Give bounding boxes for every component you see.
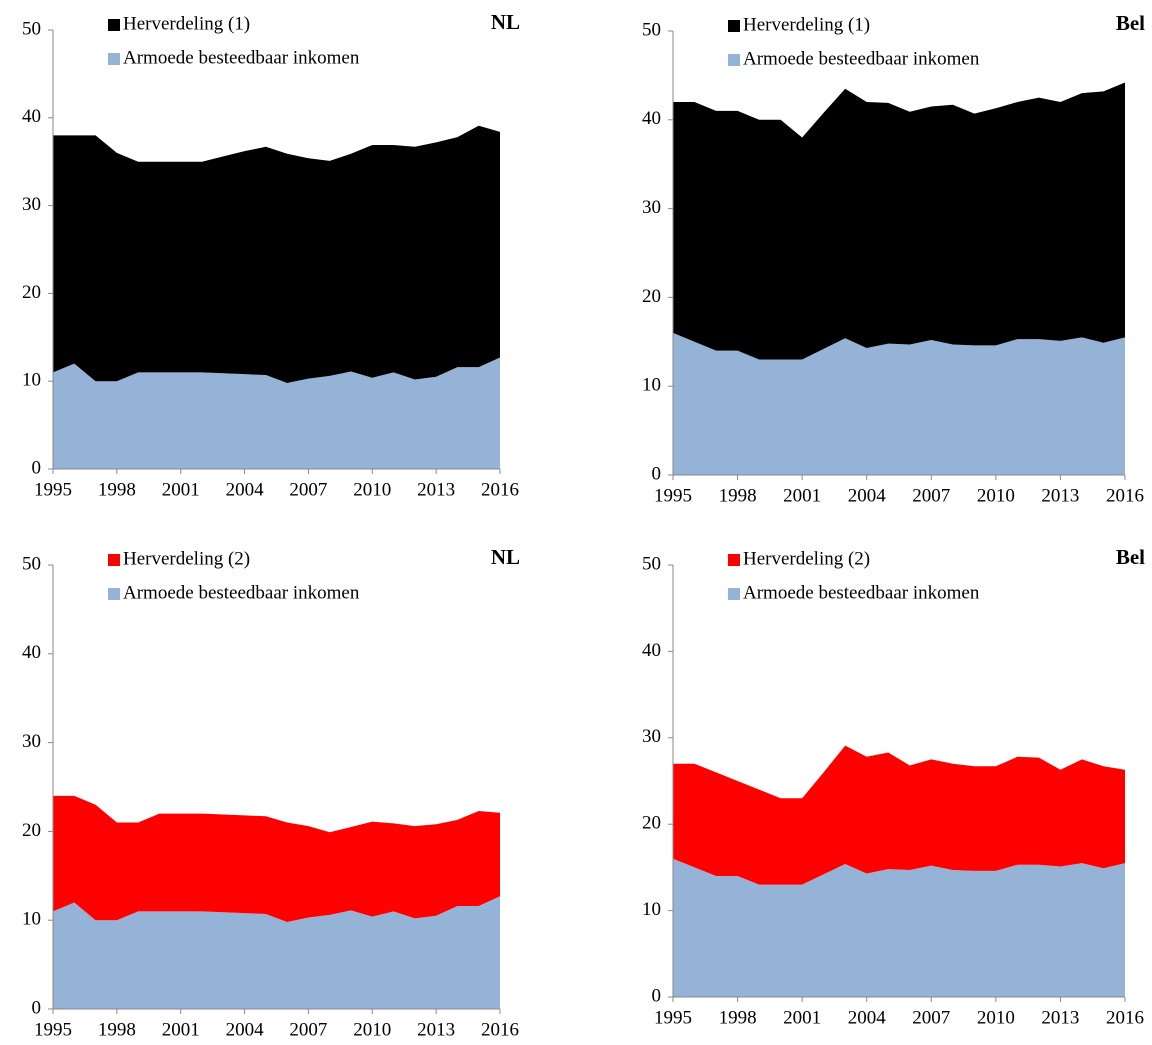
x-tick-label: 1995 bbox=[34, 1019, 72, 1040]
y-tick-label: 0 bbox=[32, 997, 42, 1018]
x-tick-label: 2007 bbox=[289, 1019, 327, 1040]
y-tick-label: 50 bbox=[642, 553, 661, 574]
chart-title: NL bbox=[491, 545, 520, 569]
x-tick-label: 2010 bbox=[353, 479, 391, 500]
y-tick-label: 50 bbox=[22, 553, 41, 574]
x-tick-label: 2004 bbox=[848, 485, 887, 506]
area bbox=[673, 82, 1125, 360]
legend-label: Herverdeling (1) bbox=[123, 13, 250, 34]
y-tick-label: 10 bbox=[22, 370, 41, 391]
y-tick-label: 40 bbox=[642, 108, 661, 129]
x-tick-label: 1995 bbox=[654, 1007, 692, 1028]
panel: 0 10 20 30 40 50 1995 1998 2001 2004 2007 2010 2013 2… bbox=[22, 545, 520, 1041]
x-tick-label: 2001 bbox=[783, 485, 821, 506]
legend-label: Herverdeling (2) bbox=[743, 548, 870, 569]
y-tick-label: 40 bbox=[22, 642, 41, 663]
panel: 0 10 20 30 40 50 1995 1998 2001 2004 2007 2010 2013 2… bbox=[642, 11, 1145, 507]
area bbox=[673, 745, 1125, 885]
legend-label: Herverdeling (2) bbox=[123, 548, 250, 569]
x-tick-label: 2013 bbox=[417, 1019, 455, 1040]
legend-swatch bbox=[728, 20, 740, 32]
y-tick-label: 10 bbox=[642, 899, 661, 920]
x-tick-label: 2004 bbox=[226, 1019, 265, 1040]
x-tick-label: 2001 bbox=[162, 1019, 200, 1040]
x-tick-label: 2001 bbox=[783, 1007, 821, 1028]
x-tick-label: 2013 bbox=[1041, 1007, 1079, 1028]
x-tick-label: 2007 bbox=[912, 1007, 950, 1028]
y-tick-label: 20 bbox=[22, 820, 41, 841]
y-tick-label: 30 bbox=[642, 197, 661, 218]
legend-label: Herverdeling (1) bbox=[743, 14, 870, 35]
panel: 0 10 20 30 40 50 1995 1998 2001 2004 2007 2010 2013 2… bbox=[22, 10, 520, 501]
y-tick-label: 30 bbox=[642, 726, 661, 747]
chart-title: Bel bbox=[1116, 545, 1145, 569]
area bbox=[53, 125, 500, 383]
y-tick-label: 0 bbox=[652, 985, 662, 1006]
x-tick-label: 1998 bbox=[719, 1007, 757, 1028]
y-tick-label: 50 bbox=[22, 18, 41, 39]
area bbox=[53, 795, 500, 922]
x-tick-label: 2004 bbox=[226, 479, 265, 500]
legend-swatch bbox=[728, 588, 740, 600]
y-tick-label: 40 bbox=[642, 640, 661, 661]
x-tick-label: 2010 bbox=[977, 485, 1015, 506]
y-tick-label: 40 bbox=[22, 106, 41, 127]
x-tick-label: 1998 bbox=[98, 1019, 136, 1040]
x-tick-label: 2013 bbox=[417, 479, 455, 500]
legend-swatch bbox=[108, 53, 120, 65]
x-tick-label: 2016 bbox=[481, 479, 519, 500]
area bbox=[673, 858, 1125, 997]
x-tick-label: 2001 bbox=[162, 479, 200, 500]
legend-label: Armoede besteedbaar inkomen bbox=[743, 582, 980, 603]
x-tick-label: 2004 bbox=[848, 1007, 887, 1028]
x-tick-label: 1995 bbox=[34, 479, 72, 500]
legend-label: Armoede besteedbaar inkomen bbox=[743, 48, 980, 69]
area bbox=[673, 332, 1125, 475]
chart-title: Bel bbox=[1116, 11, 1145, 35]
x-tick-label: 2016 bbox=[481, 1019, 519, 1040]
panel: 0 10 20 30 40 50 1995 1998 2001 2004 2007 2010 2013 2… bbox=[642, 545, 1145, 1029]
x-tick-label: 2010 bbox=[353, 1019, 391, 1040]
x-tick-label: 2007 bbox=[912, 485, 950, 506]
y-tick-label: 30 bbox=[22, 194, 41, 215]
x-tick-label: 2013 bbox=[1041, 485, 1079, 506]
x-tick-label: 2016 bbox=[1106, 485, 1144, 506]
x-tick-label: 1998 bbox=[98, 479, 136, 500]
x-tick-label: 1998 bbox=[719, 485, 757, 506]
x-tick-label: 2010 bbox=[977, 1007, 1015, 1028]
y-tick-label: 30 bbox=[22, 731, 41, 752]
x-tick-label: 2007 bbox=[289, 479, 327, 500]
chart-title: NL bbox=[491, 10, 520, 34]
legend-label: Armoede besteedbaar inkomen bbox=[123, 47, 360, 68]
legend-swatch bbox=[108, 554, 120, 566]
legend-swatch bbox=[108, 588, 120, 600]
legend-swatch bbox=[728, 54, 740, 66]
y-tick-label: 20 bbox=[642, 286, 661, 307]
y-tick-label: 10 bbox=[642, 375, 661, 396]
y-tick-label: 50 bbox=[642, 19, 661, 40]
x-tick-label: 2016 bbox=[1106, 1007, 1144, 1028]
y-tick-label: 0 bbox=[32, 457, 42, 478]
legend-label: Armoede besteedbaar inkomen bbox=[123, 582, 360, 603]
x-tick-label: 1995 bbox=[654, 485, 692, 506]
area bbox=[53, 896, 500, 1009]
y-tick-label: 20 bbox=[22, 282, 41, 303]
y-tick-label: 10 bbox=[22, 909, 41, 930]
y-tick-label: 20 bbox=[642, 813, 661, 834]
legend-swatch bbox=[108, 19, 120, 31]
legend-swatch bbox=[728, 554, 740, 566]
area bbox=[53, 357, 500, 469]
y-tick-label: 0 bbox=[652, 463, 662, 484]
